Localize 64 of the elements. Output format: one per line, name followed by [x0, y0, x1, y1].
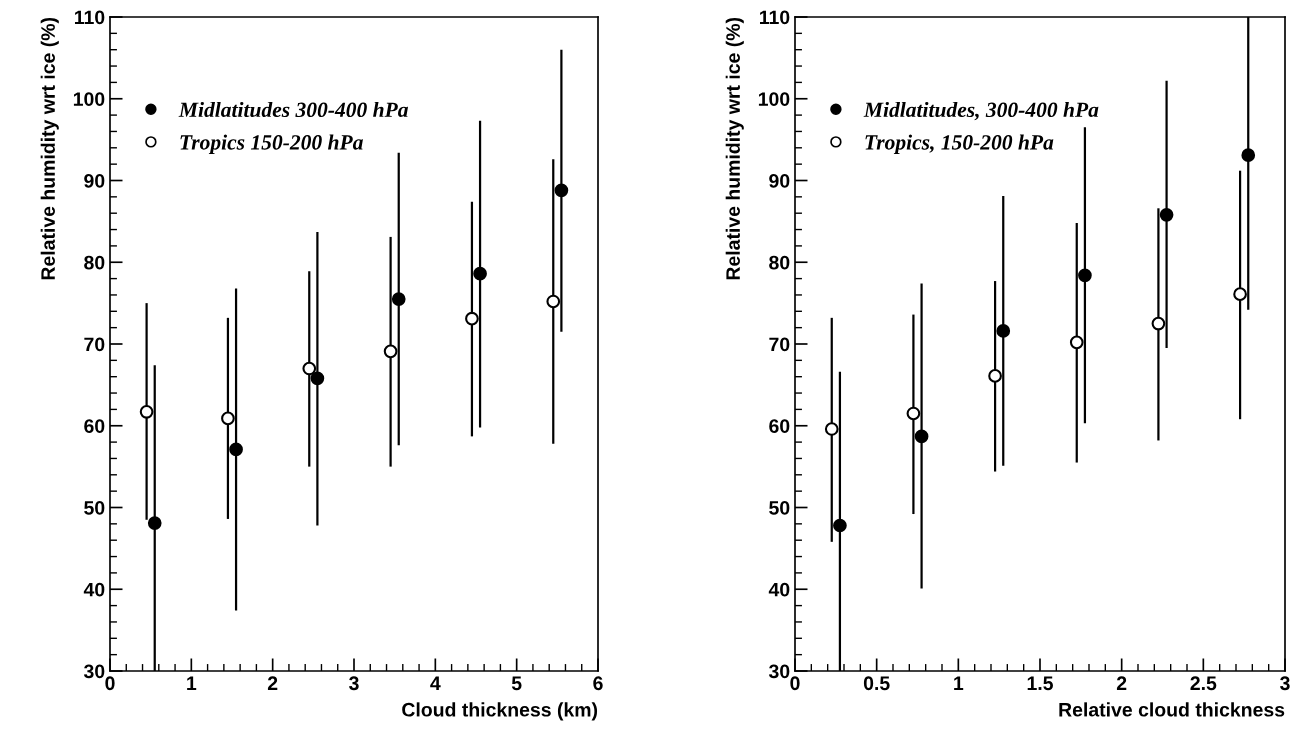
y-tick-label: 100: [758, 92, 790, 106]
x-tick-label: 5: [511, 676, 522, 691]
x-tick-label: 3: [349, 676, 359, 691]
y-tick-label: 60: [769, 419, 790, 433]
y-tick-label: 80: [84, 255, 105, 270]
x-tick-label: 1: [954, 676, 964, 690]
x-axis-title: Cloud thickness (km): [402, 702, 598, 721]
point: [139, 405, 154, 419]
y-axis-title: Relative humidity wrt ice (%): [725, 17, 744, 280]
point: [1078, 268, 1092, 283]
point: [391, 292, 406, 306]
y-tick-label: 50: [769, 500, 790, 515]
point: [546, 294, 561, 309]
point: [988, 369, 1002, 383]
x-tick-label: 1: [187, 676, 197, 690]
point: [914, 429, 929, 444]
point: [310, 371, 325, 386]
point: [554, 183, 569, 198]
point: [1241, 148, 1256, 163]
x-axis-title: Relative cloud thickness: [1059, 702, 1285, 717]
y-tick-label: 70: [769, 337, 790, 352]
y-tick-label: 40: [83, 582, 105, 597]
x-tick-label: 6: [593, 676, 603, 691]
legend-label: Tropics 150-200 hPa: [180, 134, 363, 154]
point: [1069, 335, 1084, 350]
x-tick-label: 4: [430, 676, 441, 690]
point: [302, 361, 317, 376]
legend-label: Midlatitudes 300-400 hPa: [178, 101, 409, 118]
x-tick-label: 1.5: [1027, 676, 1053, 691]
point: [221, 411, 235, 426]
y-tick-label: 40: [768, 582, 790, 597]
y-tick-label: 60: [84, 419, 105, 433]
y-tick-label: 70: [84, 337, 105, 352]
x-tick-label: 2: [1116, 676, 1127, 690]
point: [833, 518, 847, 533]
point: [383, 344, 398, 359]
y-tick-label: 90: [84, 173, 105, 188]
legend-label: Midlatitudes, 300-400 hPa: [863, 101, 1099, 121]
y-tick-label: 110: [74, 10, 105, 25]
x-tick-label: 0: [790, 676, 800, 691]
y-tick-label: 90: [769, 173, 790, 188]
point: [473, 266, 487, 281]
y-tick-label: 30: [83, 664, 105, 679]
y-tick-label: 30: [768, 664, 790, 679]
x-tick-label: 0.5: [863, 676, 890, 691]
x-tick-label: 3: [1280, 676, 1290, 691]
point: [465, 311, 479, 326]
point: [1151, 316, 1166, 331]
point: [1233, 287, 1247, 301]
y-tick-label: 80: [769, 255, 790, 270]
y-tick-label: 110: [759, 10, 790, 25]
x-tick-label: 2.5: [1190, 676, 1217, 691]
point: [824, 422, 839, 436]
x-tick-label: 2: [267, 676, 278, 690]
legend-label: Tropics, 150-200 hPa: [865, 134, 1054, 154]
point: [906, 406, 921, 421]
point: [147, 516, 162, 530]
point: [1159, 207, 1174, 222]
y-tick-label: 50: [84, 500, 105, 515]
point: [229, 442, 243, 457]
y-tick-label: 100: [73, 92, 105, 106]
x-tick-label: 0: [105, 676, 115, 691]
y-axis-title: Relative humidity wrt ice (%): [40, 17, 59, 280]
point: [996, 324, 1011, 338]
